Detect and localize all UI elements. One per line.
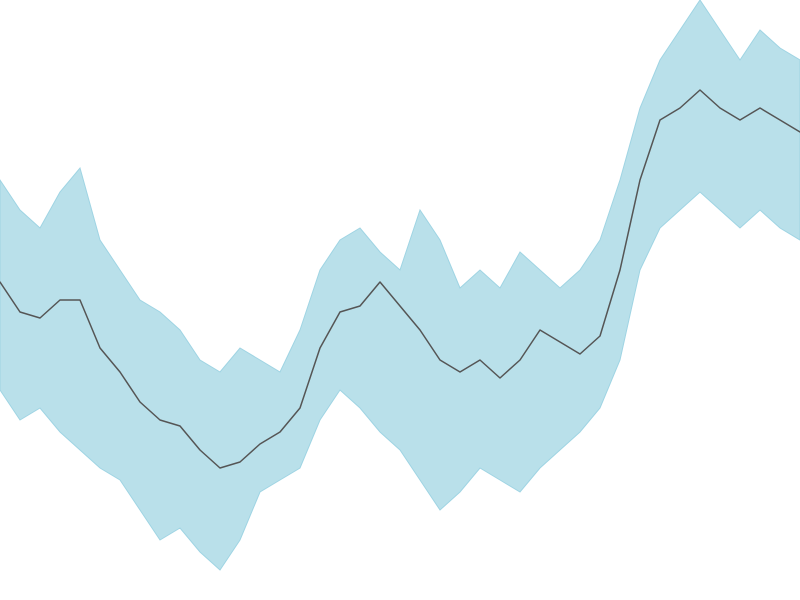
area-line-chart [0, 0, 800, 600]
